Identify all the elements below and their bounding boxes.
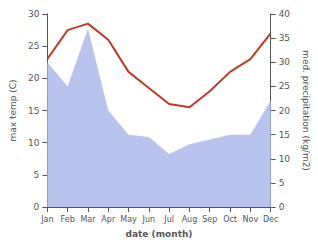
svg-text:Apr: Apr [101,215,116,224]
svg-text:30: 30 [28,9,40,19]
svg-text:5: 5 [34,170,40,180]
svg-text:May: May [120,215,137,224]
svg-text:5: 5 [279,178,285,188]
svg-text:35: 35 [279,33,290,43]
svg-text:30: 30 [279,57,291,67]
svg-text:10: 10 [279,154,291,164]
svg-text:40: 40 [279,9,291,19]
svg-text:med. precipitation (kg/m2): med. precipitation (kg/m2) [301,50,311,171]
svg-text:Oct: Oct [223,215,237,224]
svg-text:Feb: Feb [61,215,75,224]
svg-text:20: 20 [279,106,291,116]
svg-text:0: 0 [279,202,285,212]
svg-text:Nov: Nov [243,215,259,224]
svg-text:date (month): date (month) [126,229,193,239]
svg-text:15: 15 [28,106,39,116]
svg-text:25: 25 [279,81,290,91]
svg-text:Jan: Jan [40,215,53,224]
svg-text:max temp (C): max temp (C) [8,79,18,141]
svg-text:Mar: Mar [80,215,96,224]
svg-text:Dec: Dec [263,215,278,224]
svg-text:Jul: Jul [163,215,174,224]
svg-text:20: 20 [28,73,40,83]
svg-text:Aug: Aug [182,215,198,224]
svg-text:15: 15 [279,130,290,140]
svg-text:25: 25 [28,41,39,51]
svg-text:Sep: Sep [202,215,217,224]
svg-text:Jun: Jun [142,215,156,224]
svg-text:10: 10 [28,138,40,148]
svg-text:0: 0 [34,202,40,212]
